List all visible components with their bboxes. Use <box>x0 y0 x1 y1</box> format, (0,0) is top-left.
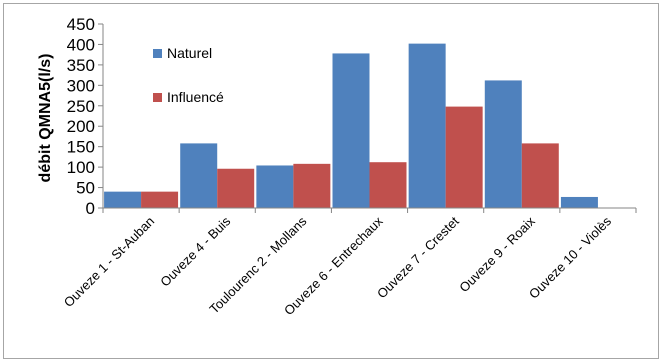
y-tick-label: 200 <box>67 117 95 136</box>
x-category-label: Ouveze 4 - Buis <box>157 213 233 289</box>
x-category-label: Ouveze 1 - St-Auban <box>61 214 157 310</box>
y-tick-label: 250 <box>67 97 95 116</box>
x-category-label: Ouveze 10 - Violès <box>526 213 614 301</box>
bar-influenc-1 <box>141 191 179 208</box>
bar-influenc-3 <box>293 163 331 208</box>
y-tick-label: 150 <box>67 138 95 157</box>
x-category-label: Ouveze 7 - Crestet <box>374 213 462 301</box>
y-tick-label: 400 <box>67 35 95 54</box>
legend-label: Naturel <box>167 45 212 61</box>
bar-influenc-6 <box>521 143 559 208</box>
y-tick-label: 0 <box>86 199 95 218</box>
bar-naturel-6 <box>484 80 522 208</box>
bar-naturel-4 <box>332 53 370 208</box>
bar-naturel-2 <box>180 143 218 208</box>
bar-influenc-2 <box>217 168 255 208</box>
bar-naturel-7 <box>560 196 598 208</box>
bar-naturel-1 <box>104 191 142 208</box>
x-category-label: Ouveze 9 - Roaix <box>456 213 538 295</box>
bar-naturel-5 <box>408 43 446 209</box>
bar-naturel-3 <box>256 165 294 208</box>
legend-label: Influencé <box>167 89 224 105</box>
legend-swatch <box>153 93 162 102</box>
y-tick-label: 100 <box>67 158 95 177</box>
bar-influenc-5 <box>445 106 483 208</box>
y-tick-label: 450 <box>67 15 95 34</box>
legend-swatch <box>153 49 162 58</box>
bar-influenc-4 <box>369 162 407 208</box>
y-tick-label: 350 <box>67 56 95 75</box>
y-tick-label: 50 <box>76 179 95 198</box>
y-axis-label: débit QMNA5(l/s) <box>37 54 54 183</box>
y-tick-label: 300 <box>67 76 95 95</box>
